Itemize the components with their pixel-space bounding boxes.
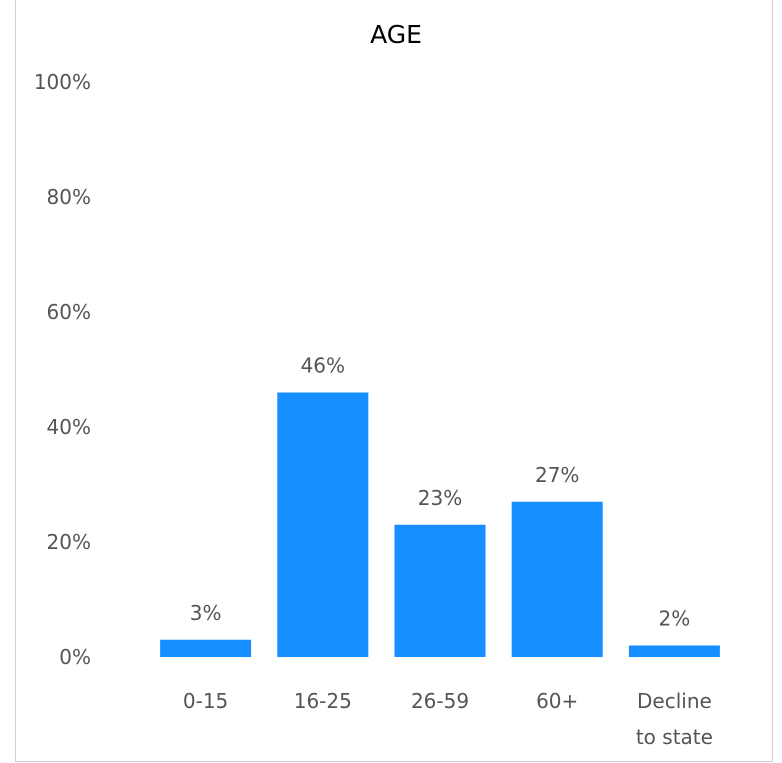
y-tick-label: 60% bbox=[47, 300, 91, 324]
bar-value-label: 27% bbox=[535, 463, 579, 487]
y-tick-label: 80% bbox=[47, 185, 91, 209]
bar bbox=[277, 392, 369, 657]
bar bbox=[511, 501, 603, 657]
x-tick-label: Decline bbox=[637, 689, 712, 713]
bar bbox=[160, 639, 252, 657]
chart-frame bbox=[15, 0, 773, 762]
y-axis: 0% 20% 40% 60% 80% 100% bbox=[34, 70, 91, 669]
x-axis: 0-15 16-25 26-59 60+ Decline to state bbox=[183, 689, 713, 749]
x-tick-label: to state bbox=[636, 725, 713, 749]
x-tick-label: 60+ bbox=[536, 689, 578, 713]
y-tick-label: 20% bbox=[47, 530, 91, 554]
bar-value-label: 23% bbox=[418, 486, 462, 510]
x-tick-label: 26-59 bbox=[411, 689, 469, 713]
bar bbox=[394, 524, 486, 657]
bar-value-label: 3% bbox=[190, 601, 222, 625]
value-labels: 3% 46% 23% 27% 2% bbox=[190, 354, 691, 631]
bar bbox=[628, 645, 720, 657]
bar-value-label: 46% bbox=[301, 354, 345, 378]
y-tick-label: 100% bbox=[34, 70, 91, 94]
y-tick-label: 40% bbox=[47, 415, 91, 439]
x-tick-label: 0-15 bbox=[183, 689, 228, 713]
chart-title: AGE bbox=[370, 20, 422, 49]
bar-value-label: 2% bbox=[659, 607, 691, 631]
y-tick-label: 0% bbox=[59, 645, 91, 669]
x-tick-label: 16-25 bbox=[294, 689, 352, 713]
bars bbox=[160, 392, 720, 657]
